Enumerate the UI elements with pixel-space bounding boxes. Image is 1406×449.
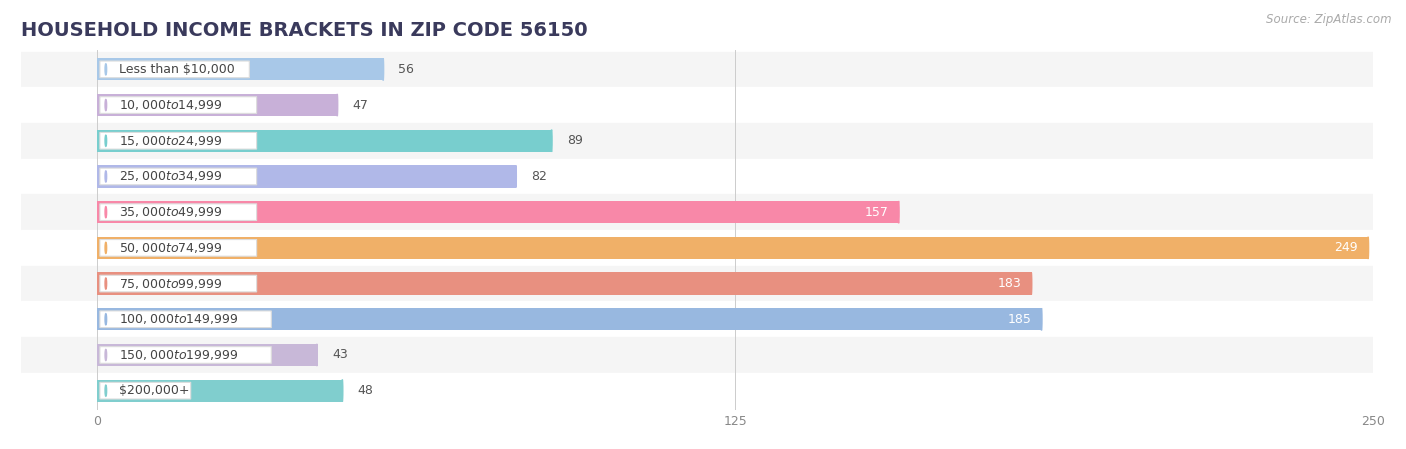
FancyBboxPatch shape: [100, 347, 271, 363]
Bar: [97, 308, 1042, 330]
Bar: [21, 301, 1374, 337]
Text: 249: 249: [1334, 242, 1358, 255]
Circle shape: [105, 135, 107, 146]
Bar: [21, 266, 1374, 301]
Bar: [21, 337, 1374, 373]
Circle shape: [105, 278, 107, 289]
Bar: [21, 87, 1374, 123]
FancyBboxPatch shape: [100, 61, 249, 78]
Bar: [97, 58, 384, 80]
Bar: [97, 94, 337, 116]
Bar: [21, 194, 1374, 230]
Circle shape: [105, 64, 107, 75]
Text: 89: 89: [567, 134, 582, 147]
Text: $15,000 to $24,999: $15,000 to $24,999: [120, 134, 224, 148]
Text: $150,000 to $199,999: $150,000 to $199,999: [120, 348, 239, 362]
Text: HOUSEHOLD INCOME BRACKETS IN ZIP CODE 56150: HOUSEHOLD INCOME BRACKETS IN ZIP CODE 56…: [21, 21, 588, 40]
Text: 47: 47: [353, 99, 368, 111]
Bar: [21, 123, 1374, 158]
Text: Less than $10,000: Less than $10,000: [120, 63, 235, 76]
Text: $100,000 to $149,999: $100,000 to $149,999: [120, 312, 239, 326]
Circle shape: [105, 171, 107, 182]
Bar: [97, 273, 1032, 295]
Text: $200,000+: $200,000+: [120, 384, 190, 397]
Bar: [97, 379, 342, 402]
Bar: [97, 344, 316, 366]
Bar: [97, 130, 551, 152]
Circle shape: [105, 314, 107, 325]
FancyBboxPatch shape: [100, 311, 271, 328]
Bar: [21, 158, 1374, 194]
Circle shape: [105, 100, 107, 110]
FancyBboxPatch shape: [100, 239, 257, 256]
Text: $75,000 to $99,999: $75,000 to $99,999: [120, 277, 224, 291]
Text: 82: 82: [531, 170, 547, 183]
FancyBboxPatch shape: [100, 383, 191, 399]
Bar: [21, 52, 1374, 87]
Bar: [97, 165, 516, 188]
Text: $25,000 to $34,999: $25,000 to $34,999: [120, 169, 224, 184]
Circle shape: [105, 242, 107, 253]
Text: 185: 185: [1008, 313, 1032, 326]
Circle shape: [105, 385, 107, 396]
Text: 183: 183: [997, 277, 1021, 290]
Circle shape: [105, 207, 107, 218]
FancyBboxPatch shape: [100, 97, 257, 114]
Text: $10,000 to $14,999: $10,000 to $14,999: [120, 98, 224, 112]
Text: 157: 157: [865, 206, 889, 219]
FancyBboxPatch shape: [100, 204, 257, 220]
Text: $35,000 to $49,999: $35,000 to $49,999: [120, 205, 224, 219]
FancyBboxPatch shape: [100, 132, 257, 149]
Text: Source: ZipAtlas.com: Source: ZipAtlas.com: [1267, 13, 1392, 26]
FancyBboxPatch shape: [100, 168, 257, 185]
Text: 48: 48: [357, 384, 374, 397]
Bar: [21, 230, 1374, 266]
Text: 56: 56: [398, 63, 415, 76]
Circle shape: [105, 349, 107, 361]
Text: 43: 43: [332, 348, 347, 361]
FancyBboxPatch shape: [100, 275, 257, 292]
Bar: [97, 237, 1368, 259]
Text: $50,000 to $74,999: $50,000 to $74,999: [120, 241, 224, 255]
Bar: [97, 201, 898, 223]
Bar: [21, 373, 1374, 409]
